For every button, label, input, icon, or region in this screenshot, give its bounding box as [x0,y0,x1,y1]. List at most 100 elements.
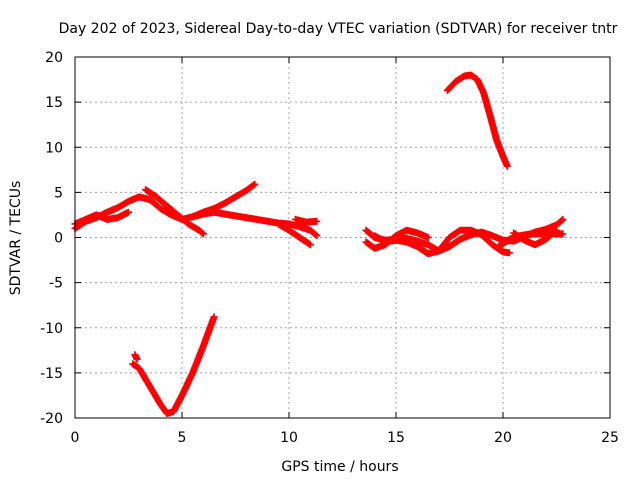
data-point [480,233,483,236]
data-point [187,222,190,226]
data-point [253,183,256,186]
data-point [373,247,376,250]
data-point [116,216,120,219]
data-point [448,245,451,248]
data-point [197,229,201,232]
data-point [315,220,319,223]
data-point [491,243,494,246]
data-point [561,232,565,236]
data-point [529,232,533,236]
x-tick-label: 20 [494,430,512,446]
data-point [304,220,308,224]
y-tick-labels: -20 -15 -10 -5 0 5 10 15 20 [40,50,63,427]
data-point [245,189,248,192]
series-arc-7 [291,215,321,226]
data-point [459,238,462,241]
y-tick-label: -20 [40,411,63,427]
data-point [508,251,511,255]
data-point [555,229,558,232]
x-tick-label: 10 [280,430,298,446]
data-point [315,234,319,237]
data-point [476,78,479,81]
data-point [266,220,269,223]
data-point [416,231,419,235]
data-point [202,344,205,347]
data-point [138,195,141,199]
data-point [437,249,440,253]
data-point [533,243,537,246]
data-point [170,213,173,217]
data-point [469,73,473,77]
x-tick-label: 15 [387,430,405,446]
data-point [133,353,137,357]
data-point [127,211,130,214]
y-tick-label: -10 [40,321,63,337]
x-tick-label: 0 [71,430,80,446]
data-point [148,385,152,388]
chart-title: Day 202 of 2023, Sidereal Day-to-day VTE… [59,21,618,37]
series-arc-5 [242,214,321,240]
data-point [148,198,152,201]
data-point [212,207,216,210]
data-point [309,229,312,232]
data-point [191,215,194,218]
data-point [277,222,280,226]
y-tick-label: 0 [54,231,63,247]
data-point [138,367,141,370]
y-tick-label: -15 [40,366,63,382]
y-tick-label: 20 [45,50,63,66]
data-point [191,371,194,375]
y-tick-label: -5 [49,276,63,292]
plus-markers [129,313,218,417]
data-point [287,222,291,226]
data-point [416,245,419,248]
x-axis-label: GPS time / hours [281,459,398,475]
data-point [287,229,291,232]
data-point [172,410,175,413]
data-point [416,239,419,243]
data-point [180,394,184,397]
data-point [84,218,87,221]
data-point [234,195,237,199]
data-point [364,240,368,244]
series-arc-14 [510,226,560,249]
data-point [459,229,462,232]
data-point [155,195,158,199]
data-point [255,218,259,221]
data-point [491,234,494,237]
data-point [497,245,500,248]
y-tick-label: 15 [45,95,63,111]
data-point [482,91,485,95]
data-point [426,236,430,239]
data-point [544,228,547,231]
data-point [127,200,130,203]
data-point [144,188,147,191]
series-arc-6 [274,220,314,249]
data-point [165,412,169,415]
data-point [501,155,505,158]
series-arc-15 [443,71,511,170]
data-point [501,250,505,254]
data-point [405,229,408,232]
data-point [540,232,543,236]
axis-ticks [74,56,611,419]
plus-markers [443,71,511,170]
x-tick-labels: 0 5 10 15 20 25 [71,430,619,446]
data-point [405,240,408,244]
data-point [95,213,98,217]
data-point [508,238,511,241]
data-point [131,362,134,366]
data-point [116,206,120,209]
data-point [446,89,449,92]
y-axis-label: SDTVAR / TECUs [8,181,24,296]
data-point [135,358,139,361]
data-point [105,211,109,214]
data-point [454,80,458,83]
data-point [426,243,430,246]
data-point [234,214,237,218]
data-point [309,243,312,246]
data-point [245,216,248,219]
data-point [212,315,216,319]
data-point [426,252,430,255]
